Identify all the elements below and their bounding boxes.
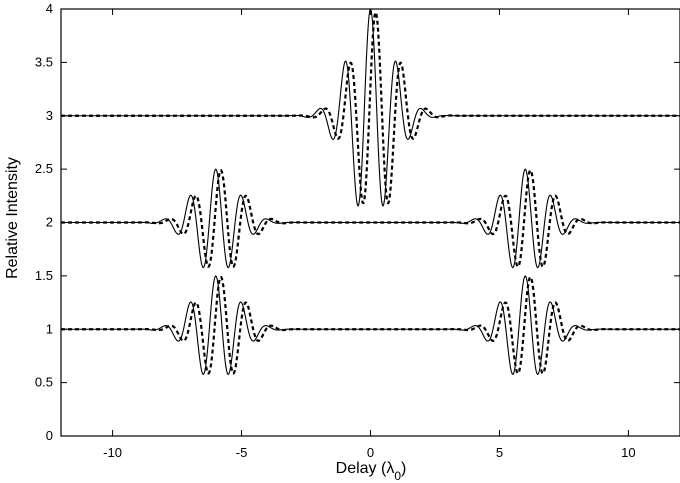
y-tick-label: 4 <box>46 1 53 16</box>
dashed-series-line-2 <box>60 169 680 268</box>
solid-series-line-2 <box>61 168 680 269</box>
y-tick-label: 0 <box>46 428 53 443</box>
plot-frame <box>60 8 680 437</box>
dashed-series-line-3 <box>60 11 680 205</box>
y-tick-label: 1 <box>46 321 53 336</box>
x-tick-label: 10 <box>621 445 635 460</box>
x-tick-label: -10 <box>103 445 122 460</box>
y-tick-label: 2.5 <box>35 161 53 176</box>
y-tick-label: 2 <box>46 215 53 230</box>
solid-series-line-1 <box>61 275 680 375</box>
x-tick-label: 5 <box>496 445 503 460</box>
x-tick-label: 0 <box>367 445 374 460</box>
x-axis-label: Delay (λ0) <box>336 460 407 483</box>
y-tick-label: 1.5 <box>35 268 53 283</box>
y-tick-label: 3 <box>46 108 53 123</box>
tick-layer: -10 -5 0 5 10 0 0.5 1 1.5 2 2.5 3 3.5 4 <box>35 1 680 460</box>
x-tick-label: -5 <box>236 445 248 460</box>
y-axis-label: Relative Intensity <box>4 157 21 279</box>
y-tick-label: 3.5 <box>35 54 53 69</box>
y-tick-label: 0.5 <box>35 375 53 390</box>
series-layer <box>60 8 680 375</box>
dashed-series-line-1 <box>60 275 680 375</box>
